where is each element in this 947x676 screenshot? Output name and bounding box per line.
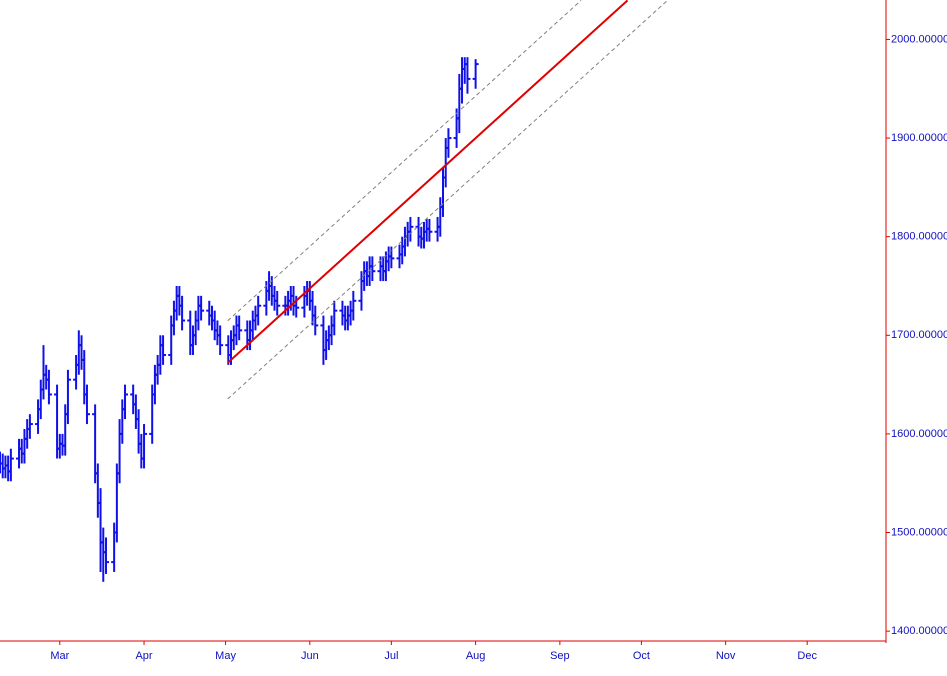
y-tick-label: 2000.000000: [891, 33, 947, 45]
x-tick-label: Nov: [716, 650, 736, 662]
x-tick-label: Apr: [135, 650, 152, 662]
x-tick-label: May: [215, 650, 236, 662]
y-tick-label: 1900.000000: [891, 132, 947, 144]
x-tick-label: Jun: [301, 650, 319, 662]
channel-line: [227, 0, 582, 322]
x-tick-label: Dec: [797, 650, 817, 662]
x-tick-label: Oct: [633, 650, 650, 662]
x-tick-label: Sep: [550, 650, 570, 662]
y-tick-label: 1400.000000: [891, 625, 947, 637]
y-tick-label: 1800.000000: [891, 231, 947, 243]
y-tick-label: 1600.000000: [891, 428, 947, 440]
channel-line: [227, 0, 668, 400]
x-tick-label: Aug: [466, 650, 486, 662]
y-tick-label: 1500.000000: [891, 526, 947, 538]
y-tick-label: 1700.000000: [891, 329, 947, 341]
x-tick-label: Jul: [384, 650, 398, 662]
trend-line: [227, 0, 629, 364]
x-tick-label: Mar: [50, 650, 69, 662]
